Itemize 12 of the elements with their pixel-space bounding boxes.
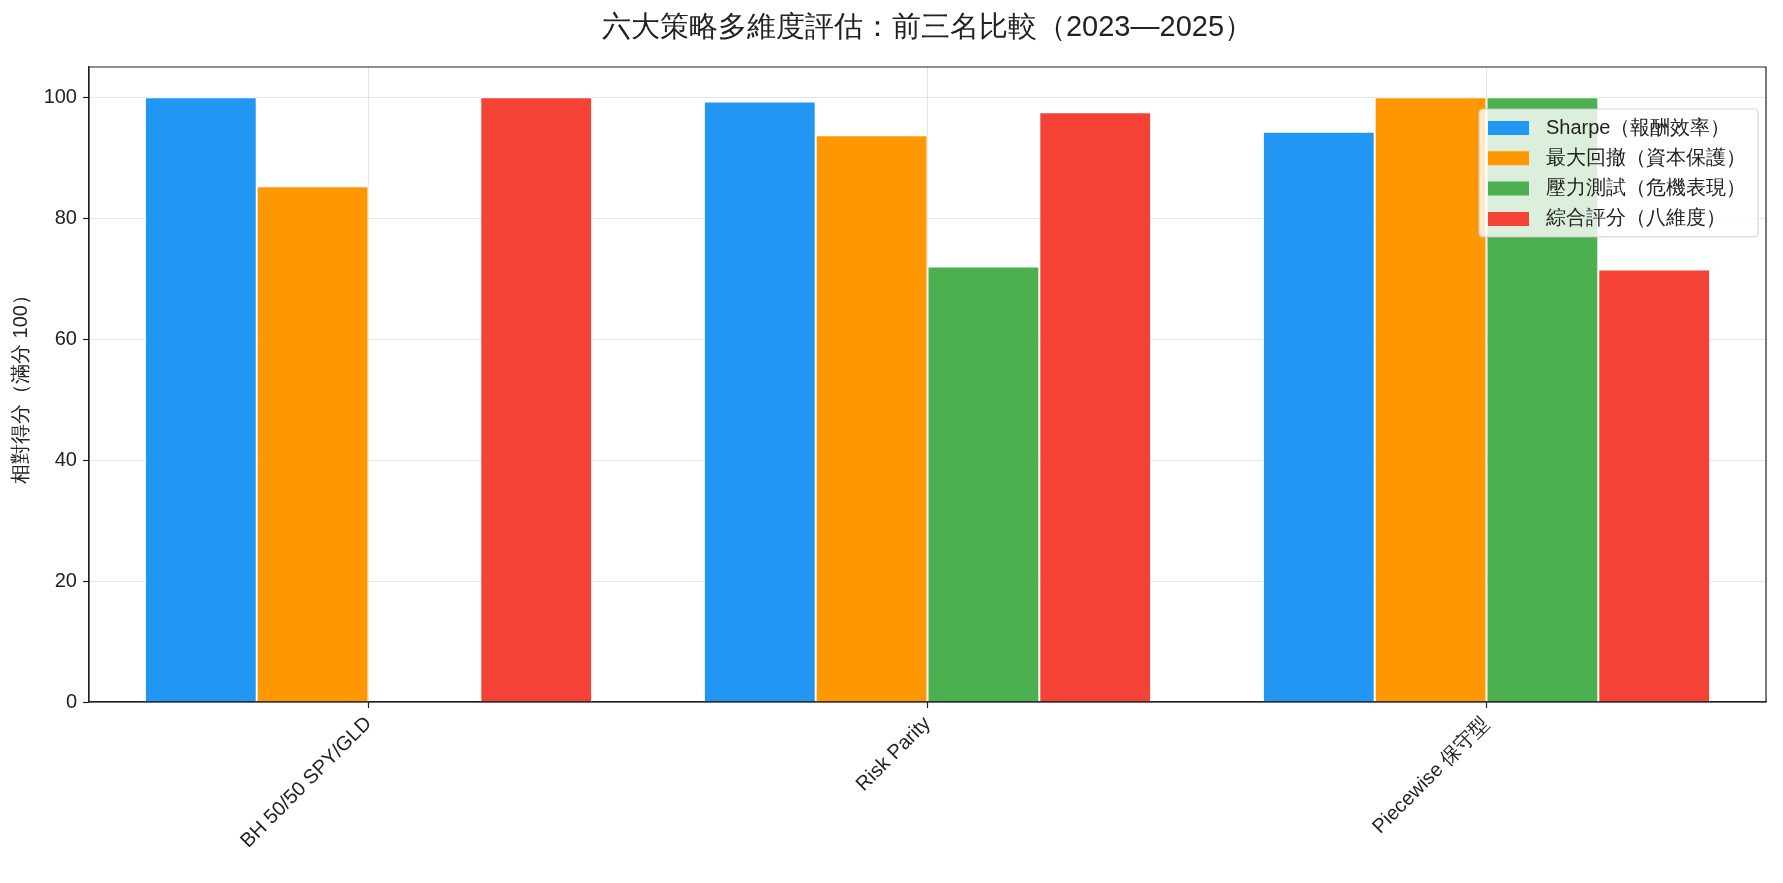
y-tick-label: 60 <box>54 326 77 349</box>
chart-title: 六大策略多維度評估：前三名比較（2023—2025） <box>601 10 1254 42</box>
y-tick-label: 80 <box>54 205 77 228</box>
y-tick-label: 0 <box>65 689 77 712</box>
y-tick-label: 40 <box>54 447 77 470</box>
legend-label: Sharpe（報酬效率） <box>1546 115 1731 138</box>
y-axis-title: 相對得分（滿分 100） <box>8 285 31 484</box>
legend-label: 最大回撤（資本保護） <box>1546 145 1746 168</box>
y-tick-label: 100 <box>43 84 77 107</box>
legend-label: 壓力測試（危機表現） <box>1546 176 1746 199</box>
legend-label: 綜合評分（八維度） <box>1545 206 1726 229</box>
y-tick-label: 20 <box>54 568 77 591</box>
